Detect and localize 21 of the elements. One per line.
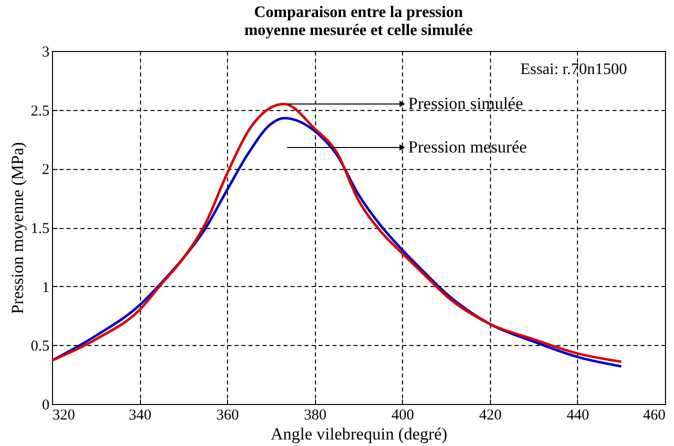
chart-title: Comparaison entre la pression moyenne mesurée et celle simulée <box>244 4 473 39</box>
y-tick-label: 2 <box>42 162 50 178</box>
y-tick-label: 3 <box>42 44 50 60</box>
x-tick-label: 320 <box>52 408 75 424</box>
y-tick-label: 0 <box>42 398 50 414</box>
x-tick-label: 460 <box>643 408 666 424</box>
y-tick-label: 1 <box>42 280 50 296</box>
annotation: Pression mesurée <box>408 137 527 156</box>
x-tick-label: 360 <box>216 408 239 424</box>
annotation: Pression simulée <box>408 94 524 113</box>
y-axis-title: Pression moyenne (MPa) <box>8 142 27 314</box>
x-tick-label: 380 <box>304 408 326 424</box>
x-tick-label: 420 <box>479 408 502 424</box>
x-tick-label: 340 <box>128 408 152 424</box>
y-tick-label: 2.5 <box>30 103 50 120</box>
annotation: Essai: r.70n1500 <box>520 61 627 78</box>
x-axis-title: Angle vilebrequin (degré) <box>270 424 448 444</box>
y-tick-label: 0.5 <box>30 338 50 355</box>
x-tick-label: 440 <box>566 408 590 424</box>
x-tick-label: 400 <box>392 408 414 424</box>
y-tick-label: 1.5 <box>30 221 50 237</box>
